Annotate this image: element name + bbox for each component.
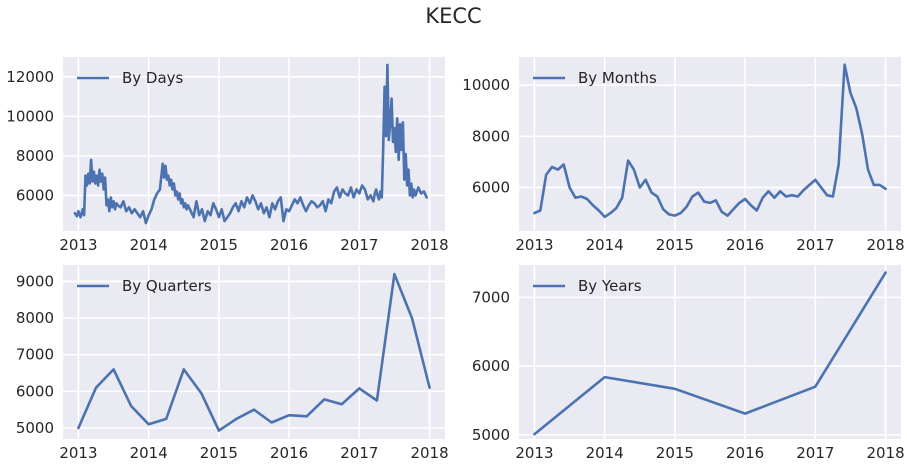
panel1-series-line (533, 63, 887, 219)
panel3-y-tick-label: 6000 (472, 357, 510, 375)
panel3-x-tick-label: 2017 (796, 444, 834, 462)
panel0-x-tick-label: 2013 (59, 236, 97, 254)
panel3-x-tick-label: 2015 (656, 444, 694, 462)
panel2-x-tick-label: 2017 (340, 444, 378, 462)
panel1-y-tick-label: 6000 (472, 179, 510, 197)
panel2-plot-area (63, 265, 445, 439)
panel0-y-tick-label: 10000 (6, 107, 54, 125)
panel2-series-line (77, 272, 431, 432)
subplot-by-quarters: 2013 2014 2015 2016 2017 2018 5000 6000 7000 8000… (16, 265, 449, 462)
panel2-x-tick-label: 2016 (270, 444, 308, 462)
panel3-x-tick-label: 2013 (515, 444, 553, 462)
panel0-x-tick-label: 2017 (340, 236, 378, 254)
panel0-y-tick-label: 6000 (16, 186, 54, 204)
panel0-x-tick-label: 2015 (200, 236, 238, 254)
panel2-x-tick-label: 2013 (59, 444, 97, 462)
subplot-by-years: 2013 2014 2015 2016 2017 2018 5000 6000 7000 By Y… (472, 265, 905, 462)
panel0-y-tick-label: 12000 (6, 68, 54, 86)
panel3-x-tick-label: 2016 (726, 444, 764, 462)
panel2-x-tick-label: 2018 (410, 444, 448, 462)
panel3-legend-label: By Years (578, 277, 642, 295)
panel3-x-tick-label: 2014 (586, 444, 624, 462)
panel2-y-tick-label: 5000 (16, 419, 54, 437)
figure-title: KECC (425, 4, 482, 28)
panel0-plot-area (63, 57, 445, 231)
panel3-x-tick-label: 2018 (866, 444, 904, 462)
subplot-by-months: 2013 2014 2015 2016 2017 2018 6000 8000 10000 By … (462, 57, 905, 254)
panel2-y-tick-label: 6000 (16, 382, 54, 400)
panel2-y-tick-label: 8000 (16, 309, 54, 327)
panel3-plot-area (519, 265, 901, 439)
panel1-legend-label: By Months (578, 69, 657, 87)
panel3-y-tick-label: 7000 (472, 288, 510, 306)
panel1-x-tick-label: 2014 (586, 236, 624, 254)
panel1-x-tick-label: 2016 (726, 236, 764, 254)
panel0-x-tick-label: 2014 (130, 236, 168, 254)
panel2-y-tick-label: 9000 (16, 272, 54, 290)
panel0-y-tick-label: 8000 (16, 147, 54, 165)
panel0-series-line (73, 63, 429, 225)
panel1-x-tick-label: 2018 (866, 236, 904, 254)
panel2-x-tick-label: 2015 (200, 444, 238, 462)
panel1-x-tick-label: 2015 (656, 236, 694, 254)
panel0-x-tick-label: 2016 (270, 236, 308, 254)
panel0-legend-label: By Days (122, 69, 184, 87)
panel1-x-tick-label: 2013 (515, 236, 553, 254)
panel0-x-tick-label: 2018 (410, 236, 448, 254)
panel3-series-line (533, 271, 887, 436)
panel2-y-tick-label: 7000 (16, 346, 54, 364)
panel2-legend-label: By Quarters (122, 277, 212, 295)
panel3-y-tick-label: 5000 (472, 426, 510, 444)
panel1-y-tick-label: 8000 (472, 127, 510, 145)
panel2-x-tick-label: 2014 (130, 444, 168, 462)
subplot-by-days: 2013 2014 2015 2016 2017 2018 6000 8000 10000 120… (6, 57, 449, 254)
panel1-y-tick-label: 10000 (462, 76, 510, 94)
panel1-x-tick-label: 2017 (796, 236, 834, 254)
